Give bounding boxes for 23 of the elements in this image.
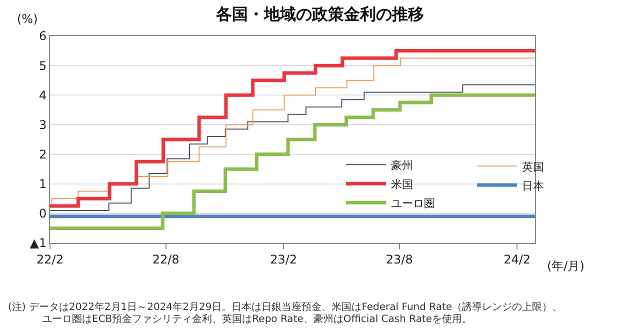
x-tick-label: 24/2 [504, 252, 531, 266]
x-axis-title: (年/月) [547, 259, 584, 273]
y-tick-label: 5 [38, 58, 47, 73]
y-tick-label: ▲1 [30, 236, 47, 250]
chart-title: 各国・地域の政策金利の推移 [215, 4, 424, 24]
legend-label: 英国 [522, 160, 544, 174]
y-tick-label: 3 [38, 118, 47, 132]
x-tick-label: 23/2 [270, 252, 298, 266]
legend-label: 米国 [391, 178, 413, 191]
y-axis-title: (%) [17, 12, 38, 26]
y-tick-label: 0 [38, 206, 47, 221]
y-tick-label: 2 [38, 147, 47, 162]
x-tick-label: 22/8 [152, 252, 180, 266]
x-tick-label: 22/2 [36, 252, 64, 266]
x-tick-label: 23/8 [386, 252, 413, 266]
y-tick-label: 1 [38, 177, 47, 192]
y-tick-label: 4 [38, 88, 47, 102]
legend-label: 日本 [522, 179, 544, 192]
y-tick-label: 6 [38, 29, 47, 44]
legend-label: 豪州 [391, 158, 413, 172]
legend-label: ユーロ圏 [391, 196, 435, 210]
text: (注) データは2022年2月1日～2024年2月29日。日本は日銀当座預金、米国はFederal Fund Rate（誘導レンジの上限）、 [8, 301, 562, 313]
text: ユーロ圏はECB預金ファシリティ金利、英国はRepo Rate、豪州はOfficial Cash Rateを使用。 [42, 313, 472, 325]
